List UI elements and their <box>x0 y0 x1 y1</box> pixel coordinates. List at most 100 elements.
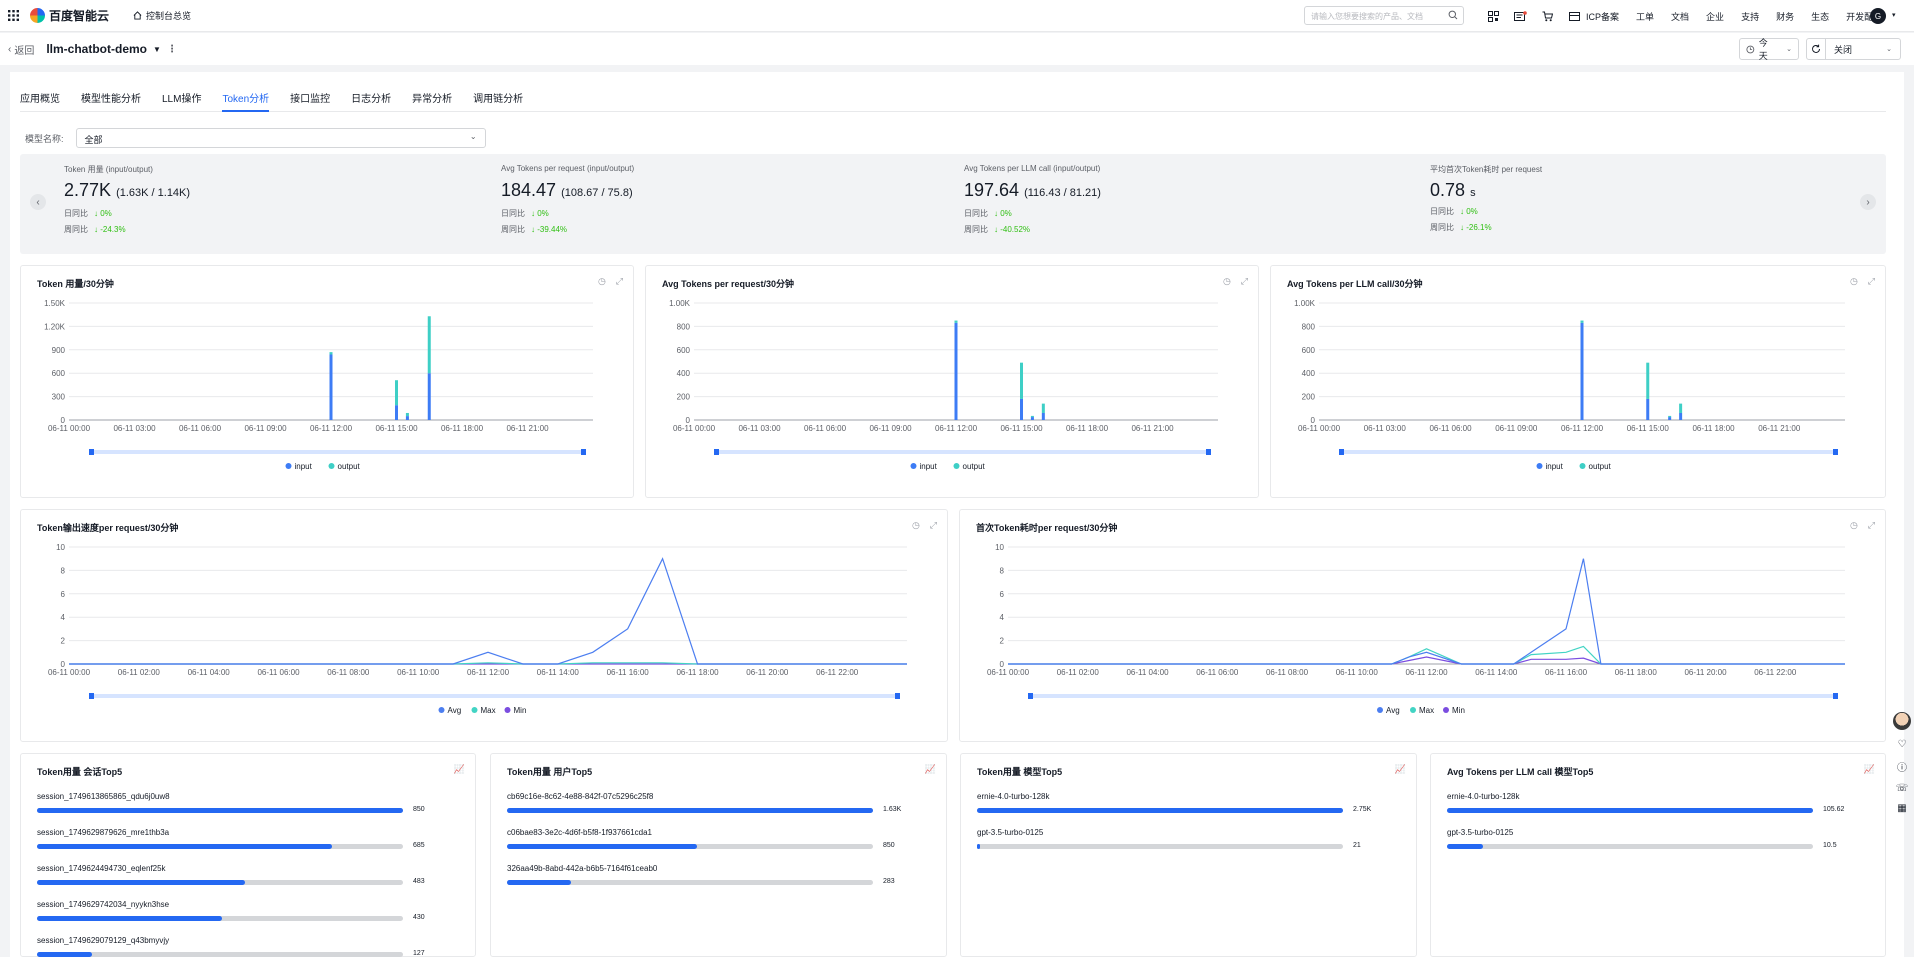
refresh-button[interactable] <box>1806 38 1826 60</box>
app-grid-icon[interactable] <box>0 0 26 32</box>
expand-icon[interactable]: ⤢ <box>1867 520 1875 530</box>
metric-wow: 周同比 ↓ -39.44% <box>501 225 568 234</box>
back-button[interactable]: ‹ 返回 <box>8 42 34 57</box>
avg-tokens-model-top5-card: Avg Tokens per LLM call 模型Top5 📈 ernie-4… <box>1430 753 1886 957</box>
y-tick-label: 200 <box>677 393 691 402</box>
auto-refresh-select[interactable]: 关闭 ⌄ <box>1825 38 1901 60</box>
line-chart-icon[interactable]: 📈 <box>453 764 465 774</box>
clock-icon[interactable]: ◷ <box>1849 276 1858 286</box>
brand-logo[interactable]: 百度智能云 <box>30 7 109 24</box>
ranking-name: gpt-3.5-turbo-0125 <box>977 828 1044 837</box>
expand-icon[interactable]: ⤢ <box>1867 276 1875 286</box>
billing-icon[interactable] <box>1561 11 1588 22</box>
tab-api-monitor[interactable]: 接口监控 <box>290 94 331 105</box>
nav-link-enterprise[interactable]: 企业 <box>1706 11 1725 22</box>
nav-link-docs[interactable]: 文档 <box>1671 11 1690 22</box>
expand-icon[interactable]: ⤢ <box>615 276 623 286</box>
assistant-avatar[interactable] <box>1893 712 1911 730</box>
ranking-row[interactable]: c06bae83-3e2c-4d6f-b5f8-1f937661cda1 850 <box>507 828 895 849</box>
expand-icon[interactable]: ⤢ <box>1240 276 1248 286</box>
more-icon[interactable]: ⋮ <box>166 43 177 55</box>
x-tick-label: 06-11 22:00 <box>1754 668 1797 677</box>
console-home-link[interactable]: 控制台总览 <box>133 9 191 22</box>
app-name: llm-chatbot-demo <box>46 42 148 56</box>
global-search-input[interactable]: 请输入您想要搜索的产品、文档 <box>1304 6 1464 25</box>
line-chart-icon[interactable]: 📈 <box>1863 764 1875 774</box>
message-icon[interactable] <box>1507 10 1534 22</box>
y-tick-label: 2 <box>1000 637 1005 646</box>
y-tick-label: 2 <box>61 637 66 646</box>
x-tick-label: 06-11 12:00 <box>1405 668 1448 677</box>
ranking-value: 283 <box>883 878 895 885</box>
ranking-row[interactable]: session_1749624494730_eqlenf25k 483 <box>37 864 425 885</box>
tab-log-analysis[interactable]: 日志分析 <box>351 94 392 105</box>
zoom-handle-left <box>714 449 719 455</box>
x-tick-label: 06-11 06:00 <box>1196 668 1239 677</box>
date-range-value: 今天 <box>1758 38 1768 61</box>
help-icon[interactable]: ⓘ <box>1897 763 1907 774</box>
clock-icon[interactable]: ◷ <box>911 520 920 530</box>
legend-marker <box>328 463 335 469</box>
x-tick-label: 06-11 16:00 <box>607 668 650 677</box>
ranking-row[interactable]: session_1749629079129_q43bmyvjy 127 <box>37 936 425 957</box>
bar-output <box>1030 415 1034 418</box>
apps-icon[interactable]: ▦ <box>1897 803 1907 814</box>
chevron-down-icon[interactable]: ▾ <box>1892 12 1896 19</box>
phone-icon[interactable]: ☏ <box>1895 783 1909 794</box>
ranking-bar-fill <box>977 844 980 849</box>
ranking-row[interactable]: cb69c16e-8c62-4e88-842f-07c5296c25f8 1.63… <box>507 792 901 813</box>
clock-icon[interactable]: ◷ <box>1222 276 1231 286</box>
qrcode-icon[interactable] <box>1480 10 1507 22</box>
expand-icon[interactable]: ⤢ <box>929 520 937 530</box>
nav-link-icp[interactable]: ICP备案 <box>1586 11 1620 22</box>
tab-llm-operations[interactable]: LLM操作 <box>162 94 202 105</box>
user-avatar[interactable]: G <box>1870 8 1886 24</box>
app-selector[interactable]: llm-chatbot-demo ▼ ⋮ <box>46 42 177 56</box>
ranking-row[interactable]: session_1749629879626_mre1thb3a 685 <box>37 828 425 849</box>
model-select[interactable]: 全部 ⌄ <box>75 128 486 148</box>
tab-app-overview[interactable]: 应用概览 <box>20 94 60 105</box>
legend-label: input <box>1546 462 1564 471</box>
y-tick-label: 0 <box>686 416 691 425</box>
y-tick-label: 1.50K <box>44 299 66 308</box>
user-top5-card: Token用量 用户Top5 📈 cb69c16e-8c62-4e88-842f… <box>490 753 947 957</box>
chart-svg: 10 8 6 4 2 006-11 00:00 06-11 02:00 06-11 04:00… <box>48 543 907 715</box>
nav-link-devconfig[interactable]: 开发配置 <box>1846 11 1883 22</box>
date-range-select[interactable]: 今天 ⌄ <box>1739 38 1799 61</box>
nav-link-ecosystem[interactable]: 生态 <box>1811 11 1830 22</box>
ranking-row[interactable]: ernie-4.0-turbo-128k 2.75K <box>977 792 1371 813</box>
carousel-next-button[interactable]: › <box>1860 194 1876 210</box>
y-tick-label: 600 <box>677 346 691 355</box>
line-chart-icon[interactable]: 📈 <box>924 764 936 774</box>
tab-model-performance[interactable]: 模型性能分析 <box>81 94 141 105</box>
ranking-row[interactable]: ernie-4.0-turbo-128k 105.62 <box>1447 792 1844 813</box>
ranking-row[interactable]: session_1749613865865_qdu6j0uw8 850 <box>37 792 425 813</box>
metric-dod: 日同比 ↓ 0% <box>64 209 112 218</box>
nav-link-ticket[interactable]: 工单 <box>1636 11 1655 22</box>
chart-title: Token 用量/30分钟 <box>37 279 114 289</box>
clock-icon[interactable]: ◷ <box>1849 520 1858 530</box>
carousel-prev-button[interactable]: ‹ <box>30 194 46 210</box>
tab-trace-analysis[interactable]: 调用链分析 <box>473 94 524 105</box>
ranking-row[interactable]: gpt-3.5-turbo-0125 21 <box>977 828 1361 849</box>
legend-label: Min <box>1452 706 1465 715</box>
cart-icon[interactable] <box>1534 11 1561 22</box>
ranking-bar-fill <box>37 808 403 813</box>
chart-title: Token输出速度per request/30分钟 <box>37 523 179 533</box>
tab-exception-analysis[interactable]: 异常分析 <box>412 94 453 105</box>
ranking-bar-fill <box>977 808 1343 813</box>
floating-toolbar: ♡ ⓘ ☏ ▦ <box>1890 712 1914 852</box>
tab-token-analysis[interactable]: Token分析 <box>222 86 270 112</box>
x-tick-label: 06-11 06:00 <box>179 424 222 433</box>
ranking-value: 430 <box>413 914 425 921</box>
heart-icon[interactable]: ♡ <box>1897 739 1907 750</box>
nav-link-support[interactable]: 支持 <box>1741 11 1760 22</box>
ranking-row[interactable]: gpt-3.5-turbo-0125 10.5 <box>1447 828 1837 849</box>
ranking-row[interactable]: 326aa49b-8abd-442a-b6b5-7164f61ceab0 283 <box>507 864 895 885</box>
bar-input <box>1679 412 1683 420</box>
line-chart-icon[interactable]: 📈 <box>1394 764 1406 774</box>
clock-icon[interactable]: ◷ <box>597 276 606 286</box>
ranking-row[interactable]: session_1749629742034_nyykn3hse 430 <box>37 900 425 921</box>
nav-link-finance[interactable]: 财务 <box>1776 11 1795 22</box>
search-icon[interactable] <box>1448 10 1458 20</box>
